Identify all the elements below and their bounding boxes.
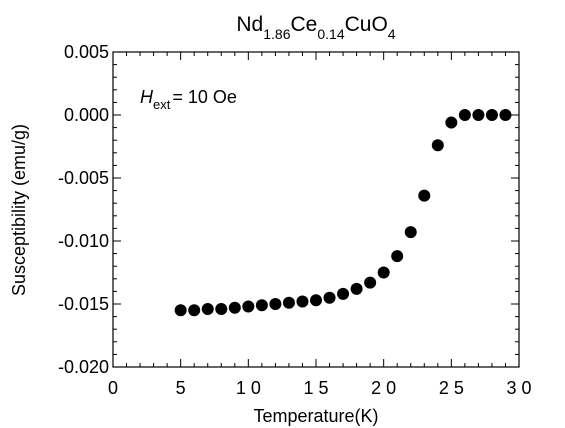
title-text: Ce xyxy=(291,13,318,36)
y-tick-label: -0.015 xyxy=(58,294,109,314)
chart-title: Nd1.86Ce0.14CuO4 xyxy=(236,13,395,42)
field-annotation: Hext = 10 Oe xyxy=(140,87,237,112)
annotation-symbol: H xyxy=(140,87,154,107)
data-point xyxy=(404,226,417,239)
data-point xyxy=(499,109,512,121)
title-subscript: 1.86 xyxy=(263,26,290,42)
y-tick-label: 0.000 xyxy=(64,105,109,125)
x-tick-label: 3 0 xyxy=(506,378,531,398)
data-point xyxy=(364,276,377,289)
y-tick-label: -0.010 xyxy=(58,231,109,251)
title-text: CuO xyxy=(345,13,388,36)
data-point xyxy=(431,139,444,152)
y-tick-label: 0.005 xyxy=(64,42,109,62)
x-tick-label: 1 5 xyxy=(303,378,328,398)
data-point xyxy=(323,291,336,304)
data-point xyxy=(174,304,187,317)
x-tick-label: 2 0 xyxy=(371,378,396,398)
y-axis-title: Susceptibility (emu/g) xyxy=(9,124,29,296)
data-point xyxy=(242,300,255,313)
data-point xyxy=(445,116,458,129)
x-tick-label: 2 5 xyxy=(439,378,464,398)
y-tick-label: -0.020 xyxy=(58,357,109,377)
data-point xyxy=(391,250,404,263)
data-point xyxy=(418,189,431,202)
title-subscript: 0.14 xyxy=(317,26,344,42)
data-point xyxy=(228,301,241,314)
x-tick-label: 1 0 xyxy=(236,378,261,398)
x-axis-title: Temperature(K) xyxy=(253,406,378,426)
data-point xyxy=(269,298,282,310)
data-point xyxy=(458,109,471,121)
title-text: Nd xyxy=(236,13,263,36)
axis-ticks xyxy=(112,51,520,368)
data-points xyxy=(174,109,512,317)
data-point xyxy=(485,109,498,121)
data-point xyxy=(282,296,295,309)
data-point xyxy=(188,304,201,317)
y-tick-labels: -0.020 -0.015 -0.010 -0.005 0.000 0.005 xyxy=(58,42,109,377)
data-point xyxy=(201,303,214,316)
data-point xyxy=(350,282,363,295)
x-tick-label: 0 xyxy=(108,378,118,398)
data-point xyxy=(310,294,322,307)
data-point xyxy=(296,295,309,308)
data-point xyxy=(377,266,390,279)
x-tick-label: 5 xyxy=(176,378,186,398)
title-subscript: 4 xyxy=(388,26,396,42)
data-point xyxy=(255,299,268,312)
y-tick-label: -0.005 xyxy=(58,168,109,188)
annotation-value: = 10 Oe xyxy=(172,87,237,107)
data-point xyxy=(215,303,228,316)
data-point xyxy=(337,287,350,300)
data-point xyxy=(472,109,485,121)
annotation-subscript: ext xyxy=(153,97,171,112)
x-tick-labels: 0 5 1 0 1 5 2 0 2 5 3 0 xyxy=(108,378,532,398)
